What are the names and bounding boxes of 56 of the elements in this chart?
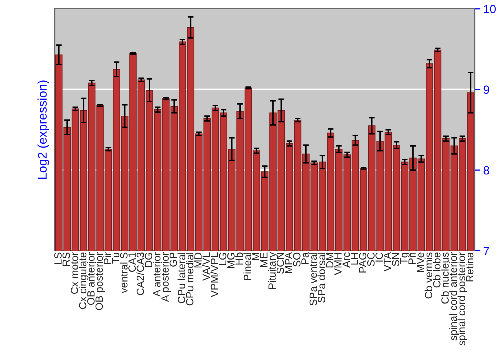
x-tick-label: SCN	[276, 253, 284, 274]
x-tick-label: Pn	[408, 253, 416, 264]
x-tick-label: SN	[392, 253, 400, 266]
x-tick-label: Pineal	[244, 253, 252, 280]
x-tick-label: GP	[170, 252, 178, 267]
x-tick-label: Retina	[466, 252, 474, 282]
y-tick-label: 8	[484, 166, 490, 175]
y-tick-label: 7	[484, 247, 490, 256]
x-tick-label: IC	[376, 252, 384, 262]
x-tick-label: OB anterior	[87, 252, 95, 306]
x-tick-label: VPM/VPL	[210, 252, 218, 298]
x-tick-label: A posterior	[161, 252, 172, 302]
x-tick-label: SO	[293, 252, 301, 267]
x-tick-label: OB posterior	[95, 252, 106, 310]
x-tick-label: Cx cingulate	[78, 252, 89, 310]
x-tick-label: VTA	[384, 252, 392, 272]
x-tick-label: ventral S	[120, 252, 128, 294]
x-tick-label: DM	[326, 253, 334, 268]
x-tick-label: SPa ventral	[310, 253, 318, 306]
x-tick-label: SC	[367, 252, 375, 266]
x-tick-label: LS	[54, 252, 62, 264]
x-tick-label: Tu	[112, 253, 120, 264]
x-tick-label: PAG	[359, 253, 367, 273]
x-tick-label: Pa	[302, 252, 309, 264]
x-tick-label: spinal cord anterior	[450, 252, 460, 341]
x-tick-label: CPu lateral	[178, 253, 186, 304]
x-tick-label: Hb	[235, 252, 244, 265]
x-tick-label: Cb nucleus	[441, 252, 449, 304]
x-tick-label: Cx motor	[71, 252, 78, 294]
x-tick-label: MVe	[417, 252, 424, 272]
x-tick-label: Cb vermis	[424, 252, 432, 299]
x-tick-label: LG	[219, 253, 227, 266]
x-tick-label: MG	[227, 253, 235, 268]
x-tick-label: MD	[194, 252, 202, 268]
x-tick-label: Arc	[342, 252, 350, 268]
x-tick-label: Tg	[400, 253, 410, 264]
y-axis-title: Log2 (expression)	[38, 80, 50, 180]
x-tick-label: Cb lobe	[433, 252, 441, 288]
x-tick-label: CPu medial	[186, 253, 194, 306]
x-tick-label: M	[252, 253, 260, 260]
x-tick-label: VMH	[334, 253, 342, 276]
x-tick-label: RS	[62, 252, 70, 266]
x-tick-label: CA2/CA3	[136, 252, 144, 296]
x-tick-label: LH	[351, 253, 358, 265]
x-tick-label: MPA	[285, 252, 292, 274]
x-tick-label: Pituitary	[268, 252, 278, 290]
x-tick-label: VA/VL	[202, 252, 210, 282]
x-tick-label: CA1	[128, 252, 136, 272]
x-tick-label: SPa dorsal	[318, 253, 326, 303]
x-tick-label: Pir	[104, 252, 112, 264]
x-tick-label: spinal cord posterior	[458, 252, 468, 346]
x-tick-label: A anterior	[153, 252, 161, 297]
x-tick-label: ME	[260, 252, 268, 268]
y-tick-label: 9	[484, 86, 490, 94]
y-tick-label: 10	[484, 5, 496, 14]
x-tick-label: DG	[145, 253, 152, 268]
